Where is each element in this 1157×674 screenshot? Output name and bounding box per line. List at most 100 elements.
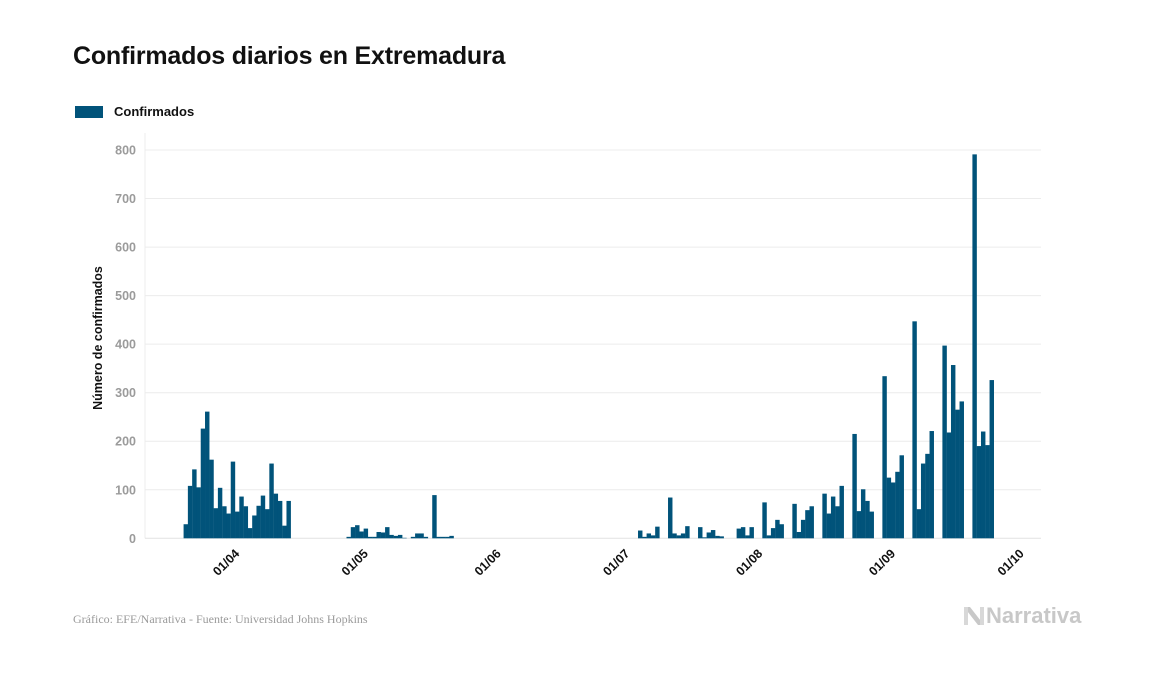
bar	[650, 535, 656, 539]
legend: Confirmados	[75, 104, 194, 119]
bar	[899, 455, 904, 539]
bar	[736, 528, 742, 539]
bar	[796, 531, 802, 539]
bar	[830, 496, 836, 539]
bar	[929, 431, 934, 539]
bar	[792, 503, 797, 539]
bar	[226, 513, 231, 539]
legend-swatch	[75, 105, 103, 118]
bar	[209, 459, 214, 539]
y-tick-label: 700	[115, 192, 136, 206]
bar	[865, 500, 870, 539]
y-tick-label: 0	[129, 532, 136, 546]
bar	[410, 536, 416, 539]
bar	[955, 409, 960, 539]
bar	[740, 527, 746, 539]
bar	[217, 487, 223, 539]
bar	[646, 533, 652, 539]
bar	[856, 511, 862, 539]
bar	[882, 376, 887, 539]
bar	[235, 511, 240, 539]
bar	[770, 528, 776, 539]
bar	[638, 530, 643, 539]
bar	[423, 536, 429, 539]
bar	[436, 536, 441, 539]
bar	[895, 471, 900, 539]
bar	[286, 500, 291, 539]
bar	[256, 505, 261, 539]
bar	[719, 536, 724, 539]
bar	[680, 533, 686, 539]
bar	[355, 525, 360, 539]
bar	[187, 485, 193, 539]
bar	[710, 530, 716, 539]
bar	[393, 535, 399, 539]
bar	[946, 432, 952, 539]
bar	[243, 506, 249, 539]
bar	[890, 482, 896, 539]
x-tick-label: 01/10	[995, 546, 1027, 578]
bar	[860, 489, 866, 539]
bar	[950, 365, 956, 539]
bar	[942, 345, 947, 539]
bar	[839, 485, 844, 539]
bar	[376, 531, 381, 539]
bar	[642, 536, 647, 539]
y-tick-label: 600	[115, 241, 136, 255]
bar	[273, 493, 279, 539]
bar	[715, 535, 720, 539]
bar	[826, 513, 832, 539]
logo-text: Narrativa	[986, 603, 1082, 628]
y-tick-label: 300	[115, 386, 136, 400]
x-tick-label: 01/07	[600, 546, 632, 578]
bar	[367, 536, 373, 539]
bar	[989, 380, 994, 539]
bar	[252, 515, 257, 539]
y-tick-label: 100	[115, 483, 136, 497]
bar	[282, 525, 287, 539]
bar	[372, 536, 377, 539]
bar	[706, 532, 712, 539]
bar	[676, 535, 682, 539]
bar	[835, 506, 840, 539]
bar	[852, 433, 857, 539]
bar	[655, 526, 660, 539]
bar	[762, 502, 767, 539]
bar	[976, 446, 982, 539]
bar	[265, 509, 270, 539]
bar	[230, 461, 236, 539]
bar	[685, 526, 690, 539]
bar	[277, 500, 283, 539]
bar	[419, 533, 424, 539]
x-tick-label: 01/05	[339, 546, 371, 578]
bar	[260, 495, 266, 539]
bar	[925, 453, 930, 539]
y-tick-label: 500	[115, 289, 136, 303]
bar	[766, 535, 772, 539]
bar	[702, 537, 707, 539]
bar	[698, 527, 703, 539]
bar	[449, 535, 454, 539]
bar	[196, 487, 201, 539]
bar	[445, 536, 450, 539]
y-tick-label: 400	[115, 338, 136, 352]
bar	[809, 506, 814, 539]
x-tick-label: 01/06	[472, 546, 504, 578]
bar	[869, 511, 874, 539]
x-tick-label: 01/08	[733, 546, 765, 578]
bar	[440, 536, 446, 539]
bar	[745, 535, 750, 539]
bar	[822, 493, 827, 539]
y-tick-label: 800	[115, 144, 136, 158]
source-note: Gráfico: EFE/Narrativa - Fuente: Univers…	[73, 612, 368, 626]
narrativa-logo-icon	[964, 607, 984, 625]
bar	[205, 411, 210, 539]
bar	[397, 534, 403, 539]
bar	[985, 445, 990, 539]
bar	[415, 533, 420, 539]
narrativa-logo: Narrativa	[963, 603, 1081, 629]
bar	[972, 154, 977, 539]
bar	[886, 477, 892, 539]
bar	[800, 519, 806, 539]
